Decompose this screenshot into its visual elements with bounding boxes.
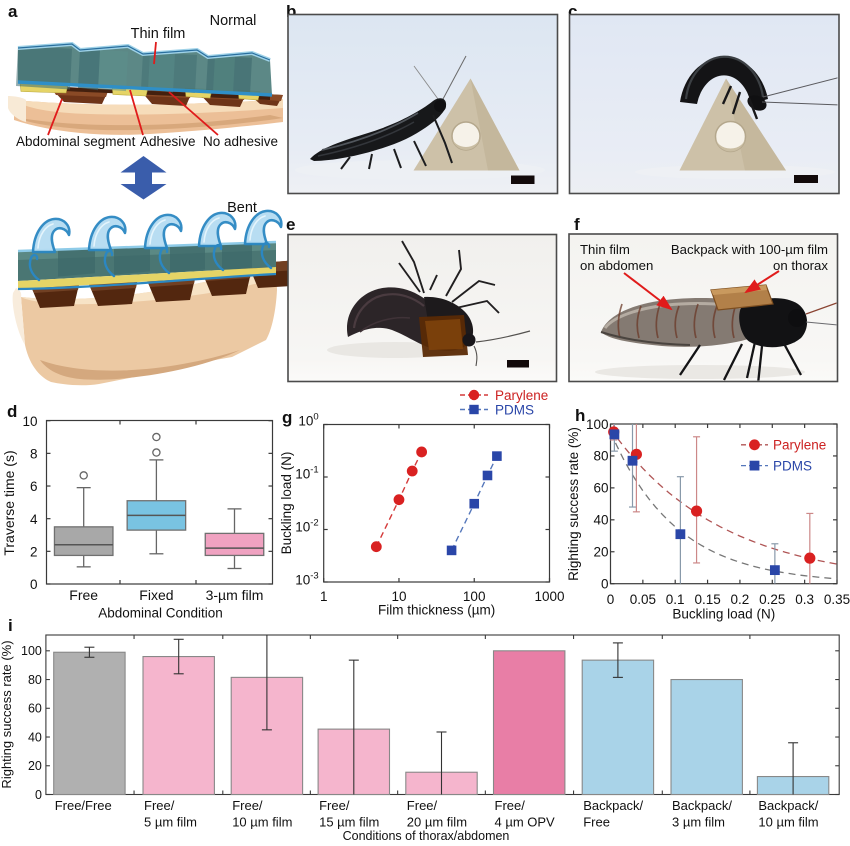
svg-text:Righting success rate (%): Righting success rate (%) — [566, 427, 581, 581]
svg-text:40: 40 — [28, 730, 42, 744]
svg-text:4 µm OPV: 4 µm OPV — [495, 815, 556, 830]
svg-text:Buckling load (N): Buckling load (N) — [279, 452, 294, 555]
svg-text:Free/: Free/ — [495, 798, 526, 813]
svg-text:Backpack with 100-µm film: Backpack with 100-µm film — [671, 242, 828, 257]
svg-text:80: 80 — [593, 449, 608, 464]
svg-text:4: 4 — [30, 512, 38, 527]
svg-text:Free/: Free/ — [232, 798, 263, 813]
svg-text:a: a — [8, 2, 18, 21]
svg-text:Film thickness (µm): Film thickness (µm) — [378, 603, 495, 618]
svg-text:on abdomen: on abdomen — [580, 258, 653, 273]
svg-text:h: h — [575, 406, 585, 425]
svg-text:20: 20 — [28, 759, 42, 773]
svg-text:Thin film: Thin film — [131, 26, 186, 42]
svg-text:Traverse time (s): Traverse time (s) — [1, 450, 17, 555]
svg-text:1: 1 — [320, 589, 328, 604]
svg-text:c: c — [568, 2, 577, 21]
svg-text:40: 40 — [593, 513, 608, 528]
svg-text:60: 60 — [28, 702, 42, 716]
svg-text:10: 10 — [22, 414, 37, 429]
svg-text:0: 0 — [30, 577, 38, 592]
svg-text:Adhesive: Adhesive — [140, 134, 196, 149]
svg-text:PDMS: PDMS — [773, 458, 812, 473]
svg-text:0.15: 0.15 — [694, 592, 720, 607]
svg-text:Backpack/: Backpack/ — [672, 798, 732, 813]
svg-text:Free/Free: Free/Free — [55, 798, 112, 813]
svg-text:Backpack/: Backpack/ — [583, 798, 643, 813]
svg-text:Abdominal Condition: Abdominal Condition — [98, 606, 223, 621]
svg-text:f: f — [574, 215, 580, 234]
svg-text:100: 100 — [463, 589, 486, 604]
svg-text:10 µm film: 10 µm film — [758, 815, 818, 830]
svg-text:No adhesive: No adhesive — [203, 134, 278, 149]
svg-text:Free: Free — [583, 815, 610, 830]
svg-text:Bent: Bent — [227, 200, 257, 216]
svg-text:0.25: 0.25 — [759, 592, 785, 607]
svg-text:100: 100 — [21, 644, 42, 658]
svg-text:Free/: Free/ — [319, 798, 350, 813]
svg-text:3 µm film: 3 µm film — [672, 815, 725, 830]
svg-text:10 µm film: 10 µm film — [232, 815, 292, 830]
svg-text:e: e — [286, 215, 295, 234]
svg-text:Normal: Normal — [210, 13, 257, 29]
svg-text:Parylene: Parylene — [495, 388, 548, 403]
svg-text:d: d — [7, 402, 17, 421]
svg-text:10: 10 — [391, 589, 406, 604]
svg-text:PDMS: PDMS — [495, 403, 534, 418]
svg-text:Free: Free — [69, 587, 98, 603]
svg-text:0.05: 0.05 — [630, 592, 656, 607]
svg-text:i: i — [8, 616, 13, 635]
svg-text:3-µm film: 3-µm film — [206, 587, 264, 603]
svg-text:20 µm film: 20 µm film — [407, 815, 467, 830]
svg-text:0.2: 0.2 — [731, 592, 750, 607]
svg-text:Free/: Free/ — [407, 798, 438, 813]
svg-text:80: 80 — [28, 673, 42, 687]
svg-text:6: 6 — [30, 479, 38, 494]
svg-text:0: 0 — [607, 592, 615, 607]
svg-text:8: 8 — [30, 447, 38, 462]
svg-text:b: b — [286, 2, 296, 21]
svg-text:0.1: 0.1 — [666, 592, 685, 607]
svg-text:1000: 1000 — [534, 589, 564, 604]
svg-text:2: 2 — [30, 545, 38, 560]
svg-text:Fixed: Fixed — [139, 587, 173, 603]
svg-text:0: 0 — [35, 788, 42, 802]
svg-text:0: 0 — [601, 577, 609, 592]
svg-text:Abdominal segment: Abdominal segment — [16, 134, 136, 149]
svg-text:on thorax: on thorax — [773, 258, 828, 273]
svg-text:Backpack/: Backpack/ — [758, 798, 818, 813]
svg-text:15 µm film: 15 µm film — [319, 815, 379, 830]
svg-text:g: g — [282, 408, 292, 427]
svg-text:Parylene: Parylene — [773, 438, 826, 453]
svg-text:5 µm film: 5 µm film — [144, 815, 197, 830]
svg-text:Buckling load (N): Buckling load (N) — [672, 607, 775, 622]
svg-text:0.3: 0.3 — [795, 592, 814, 607]
svg-text:60: 60 — [593, 481, 608, 496]
svg-text:0.35: 0.35 — [824, 592, 850, 607]
svg-text:Free/: Free/ — [144, 798, 175, 813]
svg-text:100: 100 — [586, 417, 609, 432]
svg-text:Thin film: Thin film — [580, 242, 630, 257]
svg-text:20: 20 — [593, 545, 608, 560]
svg-text:Righting success rate (%): Righting success rate (%) — [0, 640, 14, 788]
svg-text:Conditions of thorax/abdomen: Conditions of thorax/abdomen — [343, 829, 510, 843]
